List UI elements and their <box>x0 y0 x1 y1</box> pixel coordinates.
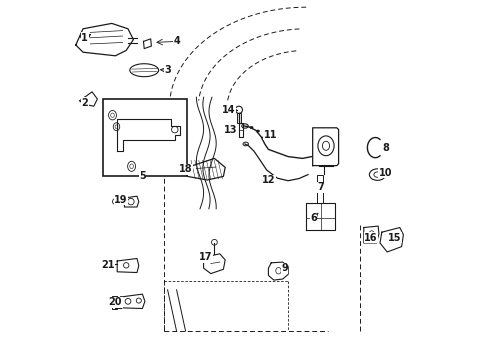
Text: 12: 12 <box>262 175 275 185</box>
Text: 19: 19 <box>114 195 127 205</box>
Text: 5: 5 <box>139 171 146 181</box>
Text: 18: 18 <box>179 164 193 174</box>
Text: 15: 15 <box>388 233 401 243</box>
Text: 13: 13 <box>224 125 237 135</box>
Ellipse shape <box>250 126 253 129</box>
Bar <box>239 123 243 137</box>
Text: 9: 9 <box>281 263 288 273</box>
Text: 21: 21 <box>101 260 115 270</box>
Text: 8: 8 <box>382 143 389 153</box>
Ellipse shape <box>263 136 266 139</box>
Bar <box>112 296 117 309</box>
Ellipse shape <box>256 130 260 132</box>
Text: 11: 11 <box>264 130 277 140</box>
Text: 16: 16 <box>364 233 378 243</box>
Text: 7: 7 <box>317 182 324 192</box>
Text: 1: 1 <box>81 33 88 43</box>
Text: 2: 2 <box>81 98 88 108</box>
Text: 6: 6 <box>310 213 317 223</box>
Text: 3: 3 <box>164 65 171 75</box>
Text: 20: 20 <box>109 297 122 307</box>
Bar <box>107 260 112 267</box>
Bar <box>237 113 241 123</box>
Text: 17: 17 <box>198 252 212 262</box>
Text: 4: 4 <box>173 36 180 46</box>
Text: 14: 14 <box>222 105 236 115</box>
Bar <box>317 175 323 203</box>
Text: 10: 10 <box>379 168 392 178</box>
Bar <box>103 99 187 176</box>
